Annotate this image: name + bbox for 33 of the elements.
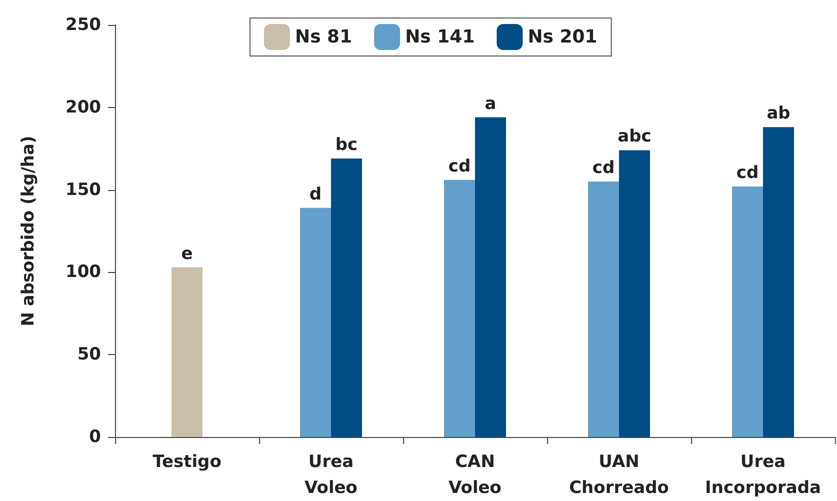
y-tick-label: 250 [66,15,102,35]
x-tick-label: Urea Incorporada [705,452,821,498]
y-tick-label: 200 [66,97,102,118]
data-label: cd [592,158,615,178]
bar [444,180,475,437]
y-axis-title: N absorbido (kg/ha) [18,136,38,326]
bar [588,182,619,437]
bar [475,117,506,437]
bar [619,150,650,437]
x-tick-label: Testigo [152,452,222,472]
data-label: cd [448,156,471,176]
legend-label: Ns 81 [295,26,352,48]
x-tick-label: CAN Voleo [448,452,502,498]
bar [331,158,362,437]
data-label: ab [766,104,790,124]
legend-label: Ns 141 [405,26,475,48]
bar [763,127,794,437]
bar [300,208,331,437]
y-tick-label: 150 [66,180,102,200]
data-label: d [309,184,322,204]
data-label: a [484,94,496,114]
x-tick-label: UAN Chorreado [569,452,669,498]
data-label: bc [335,134,358,155]
data-label: e [181,244,193,264]
y-tick-label: 0 [89,427,102,447]
y-tick-label: 100 [66,262,102,282]
y-tick-label: 50 [77,344,102,365]
bar [732,186,763,437]
x-tick-label: Urea Voleo [304,452,358,498]
bar [172,267,202,437]
data-label: cd [736,163,759,184]
data-label: abc [618,126,652,147]
legend-label: Ns 201 [528,26,598,48]
